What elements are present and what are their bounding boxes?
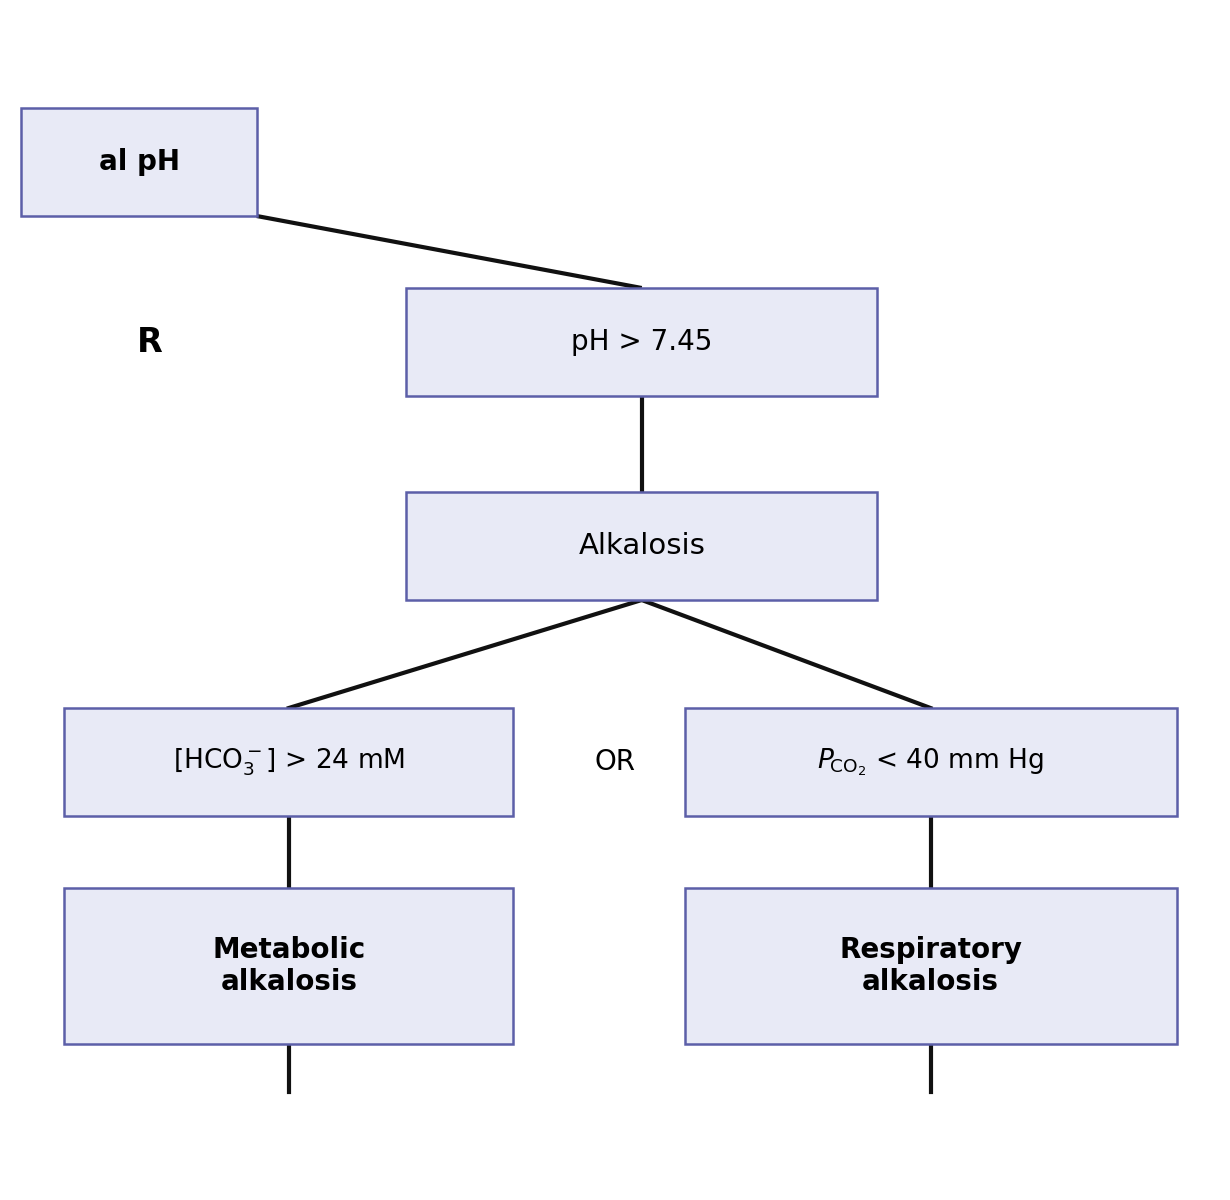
Text: Respiratory
alkalosis: Respiratory alkalosis [839,936,1022,996]
FancyBboxPatch shape [64,708,513,816]
Text: $\mathit{P}_{\!\mathrm{CO_2}}$ < 40 mm Hg: $\mathit{P}_{\!\mathrm{CO_2}}$ < 40 mm H… [817,746,1044,778]
Text: OR: OR [594,748,636,776]
FancyBboxPatch shape [406,288,877,396]
Text: Metabolic
alkalosis: Metabolic alkalosis [212,936,365,996]
FancyBboxPatch shape [685,888,1177,1044]
Text: pH > 7.45: pH > 7.45 [571,328,712,356]
FancyBboxPatch shape [64,888,513,1044]
FancyBboxPatch shape [21,108,257,216]
FancyBboxPatch shape [685,708,1177,816]
FancyBboxPatch shape [406,492,877,600]
Text: $[\mathrm{HCO_3^-}]$ > 24 mM: $[\mathrm{HCO_3^-}]$ > 24 mM [172,746,405,778]
Text: Alkalosis: Alkalosis [578,532,705,560]
Text: R: R [137,325,162,359]
Text: al pH: al pH [98,148,180,176]
